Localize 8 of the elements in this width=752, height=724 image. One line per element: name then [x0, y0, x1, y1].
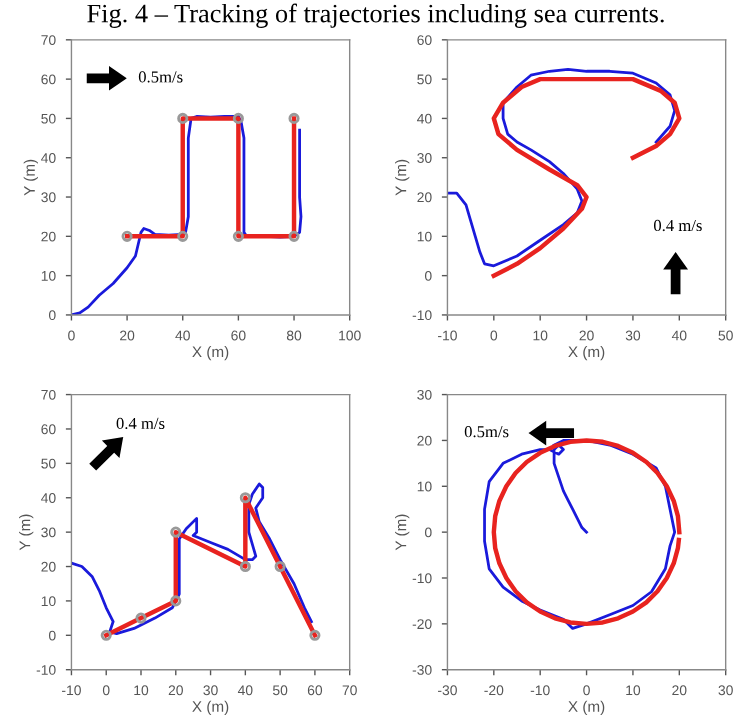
- annotation: 0.5m/s: [464, 426, 509, 438]
- annotation: 0.4 m/s: [116, 417, 165, 430]
- line-series: [447, 67, 677, 268]
- chart-title: Fig. 4 – Tracking of trajectories including sea currents.: [87, 3, 664, 28]
- annotation: 0.5m/s: [138, 71, 183, 83]
- line-series: [71, 115, 303, 315]
- annotation: 0.4 m/s: [653, 219, 702, 232]
- line-series: [491, 76, 682, 278]
